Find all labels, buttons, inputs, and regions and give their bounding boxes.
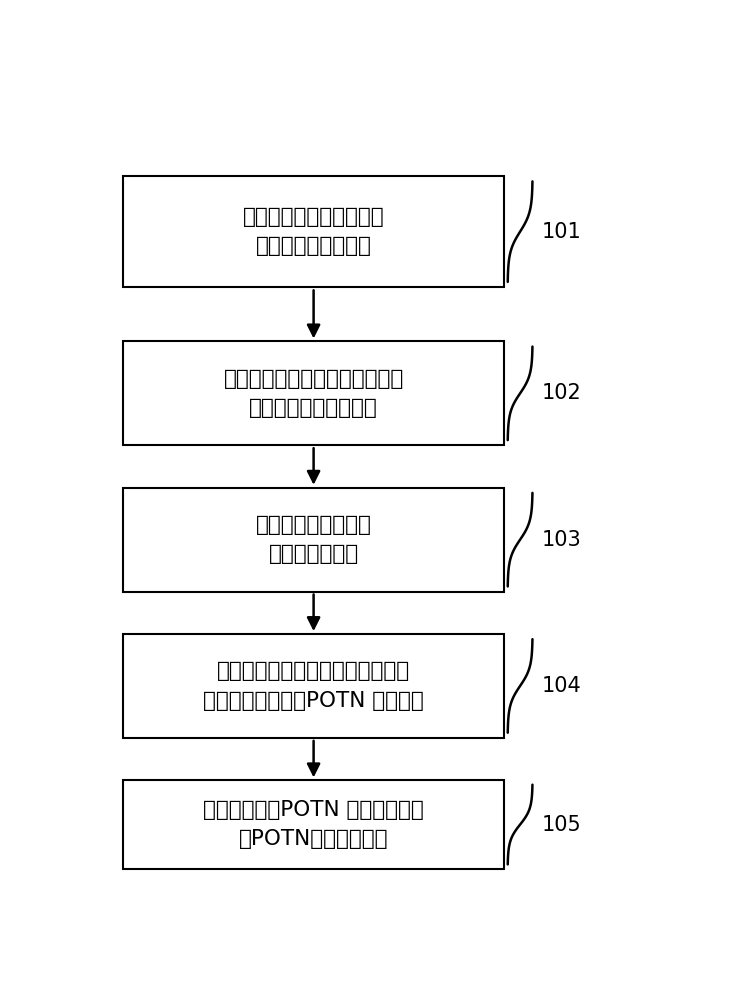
Bar	[123, 634, 504, 738]
Bar	[123, 176, 504, 287]
Bar	[123, 780, 504, 869]
Text: 102: 102	[542, 383, 581, 403]
Bar	[123, 341, 504, 445]
Text: 105: 105	[542, 815, 581, 835]
Text: 通过扩容选择光纤链接，
确认新链路连接关系: 通过扩容选择光纤链接， 确认新链路连接关系	[243, 207, 385, 256]
Text: 103: 103	[542, 530, 581, 550]
Text: 根据所述新链路连接关系回溯生
成端口内部连接接口组: 根据所述新链路连接关系回溯生 成端口内部连接接口组	[223, 369, 404, 418]
Text: 确认每组所述连接接
口组的应用场景: 确认每组所述连接接 口组的应用场景	[255, 515, 371, 564]
Text: 104: 104	[542, 676, 581, 696]
Text: 101: 101	[542, 222, 581, 242]
Text: 根据所述旧的POTN 虚端口组确定
新POTN虚端口配对组: 根据所述旧的POTN 虚端口组确定 新POTN虚端口配对组	[203, 800, 424, 849]
Bar	[123, 488, 504, 592]
Text: 根据所述应用场景查询扩容前隧道
跨段关系生成旧的POTN 虚端口组: 根据所述应用场景查询扩容前隧道 跨段关系生成旧的POTN 虚端口组	[203, 661, 424, 711]
